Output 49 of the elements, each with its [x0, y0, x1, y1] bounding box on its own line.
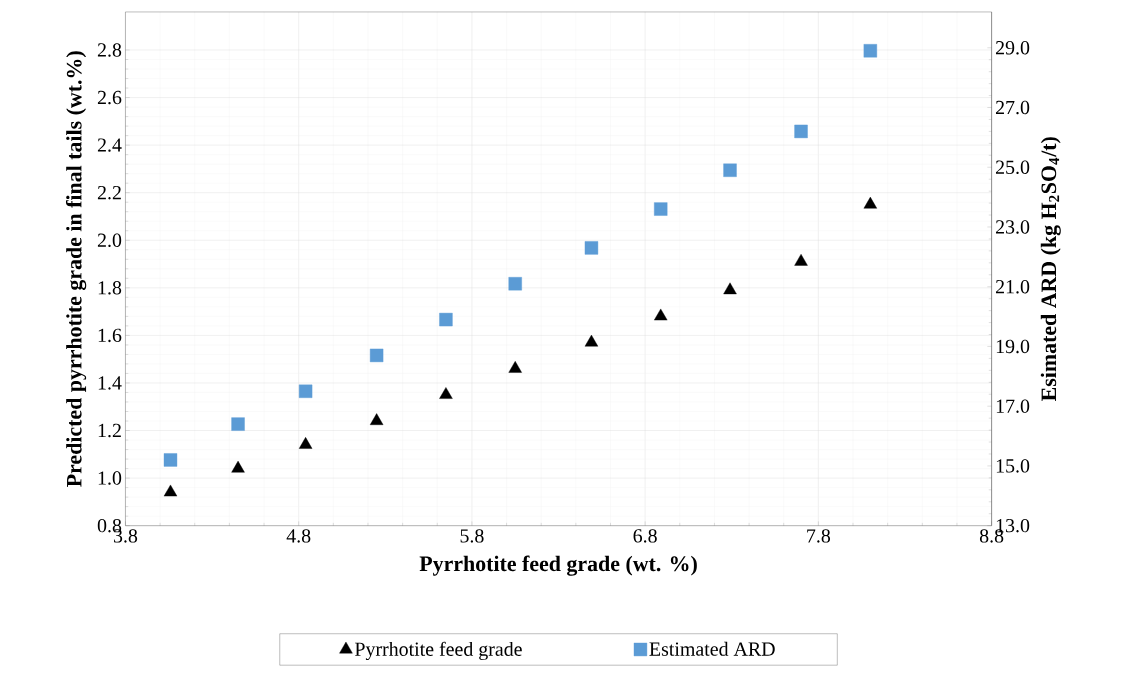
- point: [508, 277, 522, 291]
- point: [723, 282, 737, 295]
- point: [654, 308, 668, 321]
- y2-tick-label: 23.0: [995, 220, 1030, 234]
- legend-label: Estimated ARD: [649, 641, 775, 656]
- point: [584, 334, 599, 347]
- point: [369, 348, 384, 363]
- y2-tick-label: 19.0: [996, 339, 1030, 354]
- x-tick-label: 7.8: [807, 529, 831, 543]
- y2-tick-label: 25.0: [995, 160, 1030, 175]
- point: [723, 163, 737, 177]
- point: [231, 460, 245, 473]
- point: [863, 44, 878, 58]
- point: [654, 202, 668, 216]
- y2-tick-label: 17.0: [996, 399, 1030, 413]
- y-tick-label: 1.2: [98, 423, 121, 438]
- y-tick-label: 2.8: [97, 43, 122, 57]
- y-tick-label: 1.4: [98, 376, 122, 390]
- point: [163, 453, 178, 467]
- y-tick-label: 2.6: [97, 90, 122, 105]
- x-axis-title: Pyrrhotite feed grade (wt. %): [419, 555, 697, 576]
- y2-tick-label: 21.0: [995, 280, 1030, 294]
- y-tick-label: 2.2: [97, 186, 121, 200]
- y-tick-label: 1.0: [98, 471, 122, 485]
- point: [584, 241, 599, 255]
- legend-label: Pyrrhotite feed grade: [354, 641, 522, 661]
- y-tick-label: 1.6: [98, 328, 122, 343]
- y2-tick-label: 15.0: [996, 459, 1030, 473]
- y-tick-label: 1.8: [98, 281, 122, 295]
- point: [369, 413, 384, 425]
- point: [231, 417, 245, 431]
- x-tick-label: 4.8: [286, 529, 311, 543]
- y2-tick-label: 27.0: [995, 100, 1030, 115]
- y2-tick-label: 29.0: [995, 41, 1030, 55]
- point: [508, 361, 522, 373]
- x-tick-label: 6.8: [633, 529, 657, 543]
- y-axis-title: Predicted pyrrhotite grade in final tails (wt.%): [65, 51, 87, 487]
- point: [439, 312, 453, 327]
- point: [439, 387, 453, 399]
- point: [794, 254, 808, 266]
- y-tick-label: 2.0: [97, 233, 122, 248]
- point: [298, 437, 313, 449]
- y-tick-label: 2.4: [97, 138, 122, 152]
- point: [863, 196, 878, 209]
- x-tick-label: 5.8: [460, 529, 484, 543]
- point: [794, 124, 808, 139]
- point: [163, 484, 178, 497]
- y2-axis-title: Esimated ARD (kg H$_{2}$SO$_{4}$/t): [1040, 137, 1061, 402]
- point: [298, 384, 313, 398]
